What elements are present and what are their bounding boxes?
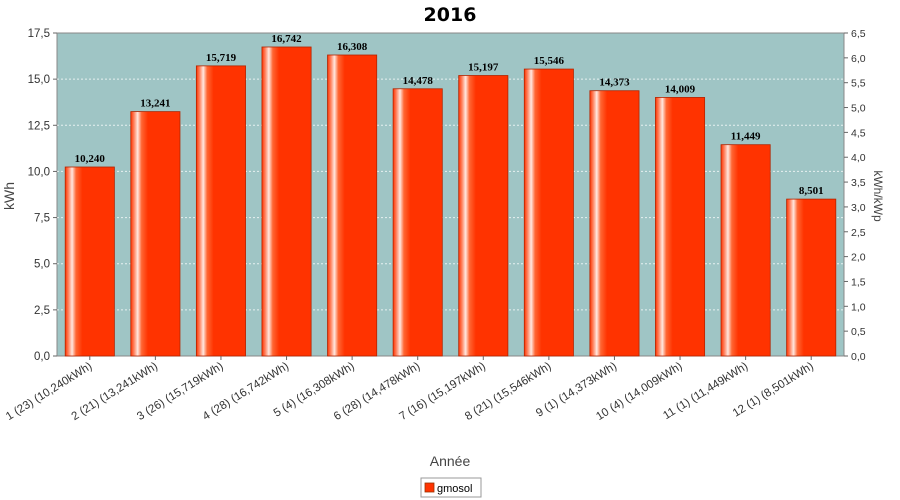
data-label: 10,240 <box>75 153 106 165</box>
bar <box>655 97 706 357</box>
right-y-axis: 0,0 0,5 1,0 1,5 2,0 2,5 3,0 3,5 4,0 4,5 5,0 5,5 6,0 6… <box>844 28 866 363</box>
legend: gmosol <box>420 477 482 498</box>
bar <box>261 46 312 357</box>
y2-tick-label: 2,0 <box>851 252 866 264</box>
data-label: 15,546 <box>534 55 565 67</box>
y-tick-label: 12,5 <box>28 120 50 132</box>
y-tick-label: 0,0 <box>34 351 50 363</box>
data-label: 11,449 <box>731 131 761 143</box>
y-tick-label: 7,5 <box>34 213 50 225</box>
left-y-axis: 0,0 2,5 5,0 7,5 10,0 12,5 15,0 17,5 <box>28 28 57 363</box>
data-label: 16,308 <box>337 41 368 53</box>
y-tick-label: 15,0 <box>28 74 50 86</box>
y-tick-label: 10,0 <box>28 166 50 178</box>
y2-tick-label: 5,5 <box>851 78 866 90</box>
bar <box>720 144 771 357</box>
data-label: 16,742 <box>271 33 302 45</box>
y2-tick-label: 1,0 <box>851 301 866 313</box>
gridlines <box>57 78 844 311</box>
data-labels-group: 10,240 13,241 15,719 16,742 16,308 14,478 15,1… <box>75 33 824 197</box>
bar <box>523 68 574 357</box>
y2-tick-label: 3,5 <box>851 177 866 189</box>
data-label: 15,197 <box>468 62 499 74</box>
bar <box>786 198 837 357</box>
data-label: 8,501 <box>799 185 824 197</box>
bar <box>589 90 640 357</box>
y2-tick-label: 5,0 <box>851 103 866 115</box>
bar <box>327 54 378 357</box>
bar <box>195 65 246 357</box>
y2-tick-label: 0,5 <box>851 326 866 338</box>
y2-tick-label: 4,0 <box>851 152 866 164</box>
y-tick-label: 5,0 <box>34 259 50 271</box>
bar <box>130 111 181 357</box>
data-label: 14,373 <box>599 77 630 89</box>
x-axis-label: Année <box>430 453 471 469</box>
y2-tick-label: 4,5 <box>851 127 866 139</box>
bar <box>458 75 509 357</box>
x-axis: 1 (23) (10,240kWh)2 (21) (13,241kWh)3 (2… <box>4 356 816 423</box>
y-tick-label: 2,5 <box>34 305 50 317</box>
y2-tick-label: 6,5 <box>851 28 866 40</box>
y2-tick-label: 2,5 <box>851 227 866 239</box>
bars-group <box>64 46 837 357</box>
y2-tick-label: 6,0 <box>851 53 866 65</box>
y-axis-label: kWh <box>1 182 17 210</box>
legend-box <box>420 477 482 498</box>
y2-tick-label: 1,5 <box>851 276 866 288</box>
legend-label: gmosol <box>437 483 472 495</box>
y2-axis-label: kWh/kWp <box>871 170 885 222</box>
data-label: 13,241 <box>140 98 170 110</box>
plot-area <box>56 32 845 357</box>
data-label: 15,719 <box>206 52 237 64</box>
chart-title: 2016 <box>424 4 477 26</box>
legend-swatch <box>424 482 435 493</box>
data-label: 14,009 <box>665 83 696 95</box>
data-label: 14,478 <box>403 75 434 87</box>
bar <box>392 88 443 357</box>
bar <box>64 166 115 357</box>
y-tick-label: 17,5 <box>28 28 50 40</box>
y2-tick-label: 0,0 <box>851 351 866 363</box>
y2-tick-label: 3,0 <box>851 202 866 214</box>
